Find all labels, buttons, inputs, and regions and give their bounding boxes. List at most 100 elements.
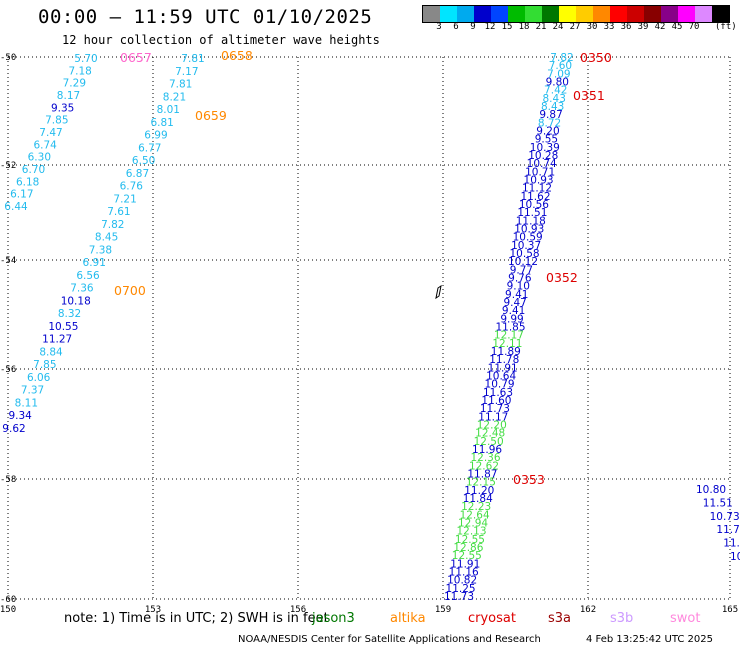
- satellite-legend-jason3: jason3: [312, 611, 355, 626]
- latitude-label: -52: [0, 161, 16, 171]
- color-scale-tick: 42: [654, 22, 666, 32]
- pass-time-label: 0657: [120, 50, 152, 65]
- wave-height-value: 7.82: [101, 219, 124, 231]
- wave-height-value: 10.39: [530, 142, 560, 154]
- wave-height-value: 11.91: [450, 558, 480, 570]
- wave-height-value: 6.87: [126, 168, 149, 180]
- longitude-label: 159: [435, 605, 451, 615]
- wave-height-value: 7.61: [107, 206, 130, 218]
- wave-height-value: 10.12: [508, 256, 538, 268]
- wave-height-value: 11.51: [517, 207, 547, 219]
- longitude-label: 156: [290, 605, 306, 615]
- altimeter-observations: 5.707.187.298.179.357.857.476.746.306.70…: [2, 52, 740, 603]
- color-scale-tick: 27: [569, 22, 581, 32]
- wave-height-value: 8.21: [163, 91, 186, 103]
- wave-height-value: 12.50: [474, 436, 504, 448]
- wave-height-value: 12.13: [456, 526, 486, 538]
- wave-height-value: 9.20: [536, 126, 559, 138]
- color-scale-bar: [422, 5, 730, 23]
- wave-height-value: 11.20: [464, 485, 494, 497]
- color-swatch: [695, 6, 712, 22]
- wave-height-value: 11.27: [42, 334, 72, 346]
- wave-height-value: 9.62: [2, 423, 25, 435]
- wave-height-value: 7.38: [89, 244, 112, 256]
- wave-height-value: 12.55: [455, 534, 485, 546]
- wave-height-value: 12.64: [460, 509, 490, 521]
- color-swatch: [440, 6, 457, 22]
- wave-height-value: 8.43: [543, 93, 566, 105]
- latitude-label: -50: [0, 53, 16, 63]
- latitude-label: -54: [0, 256, 16, 266]
- wave-height-value: 8.32: [58, 308, 81, 320]
- wave-height-value: 10.71: [525, 166, 555, 178]
- color-scale-tick: 12: [484, 22, 496, 32]
- satellite-legend-cryosat: cryosat: [468, 611, 516, 626]
- wave-height-value: 9.47: [503, 297, 526, 309]
- wave-height-value: 9.87: [539, 109, 562, 121]
- wave-height-value: 8.17: [57, 90, 80, 102]
- wave-height-value: 7.21: [113, 193, 136, 205]
- wave-height-value: 8.45: [95, 232, 118, 244]
- color-scale-tick: 36: [620, 22, 632, 32]
- wave-height-value: 10.37: [511, 240, 541, 252]
- wave-height-value: 10.59: [513, 232, 543, 244]
- wave-height-value: 6.06: [27, 372, 51, 384]
- wave-height-value: 10.58: [510, 248, 540, 260]
- wave-height-value: 6.81: [150, 117, 173, 129]
- wave-height-value: 11.62: [520, 191, 550, 203]
- wave-height-value: 6.70: [22, 164, 45, 176]
- wave-height-value: 7.29: [63, 78, 86, 90]
- color-swatch: [559, 6, 576, 22]
- wave-height-value: 11.89: [491, 346, 521, 358]
- wave-height-value: 11.91: [488, 362, 518, 374]
- wave-height-value: 9.80: [546, 77, 569, 89]
- page-subtitle: 12 hour collection of altimeter wave hei…: [62, 33, 380, 47]
- wave-height-value: 11.84: [463, 493, 493, 505]
- wave-height-value: 9.55: [535, 134, 558, 146]
- wave-height-value: 10.93: [524, 175, 554, 187]
- color-scale-tick: 70: [688, 22, 700, 32]
- color-scale-labels: 3 6 9 12 15 18 21 24 27 30 33 36 39 42 45 70: [422, 22, 728, 34]
- satellite-legend-altika: altika: [390, 611, 426, 626]
- pass-time-label: 0353: [513, 472, 545, 487]
- wave-height-value: 7.85: [45, 115, 68, 127]
- wave-height-value: 9.76: [508, 273, 532, 285]
- wave-height-value: 10.80: [696, 484, 726, 496]
- wave-height-value: 11.63: [483, 387, 513, 399]
- wave-height-value: 10.73: [710, 511, 740, 523]
- latitude-label: -56: [0, 365, 16, 375]
- color-swatch: [627, 6, 644, 22]
- wave-height-value: 7.37: [21, 385, 44, 397]
- wave-height-value: 10.55: [48, 321, 78, 333]
- wave-height-value: 11.: [723, 538, 740, 550]
- longitude-label: 162: [580, 605, 596, 615]
- color-scale-tick: 39: [637, 22, 649, 32]
- satellite-legend-s3a: s3a: [548, 611, 572, 626]
- wave-height-value: 12.17: [494, 330, 524, 342]
- wave-height-value: 11.60: [481, 395, 511, 407]
- pass-time-label: 0700: [114, 283, 146, 298]
- color-swatch: [457, 6, 474, 22]
- wave-height-value: 8.72: [538, 117, 561, 129]
- wave-height-value: 7.36: [70, 283, 94, 295]
- color-swatch: [644, 6, 661, 22]
- wave-height-value: 9.34: [8, 410, 32, 422]
- wave-height-value: 9.10: [507, 281, 530, 293]
- wave-height-value: 7.47: [39, 127, 62, 139]
- wave-height-value: 11.78: [489, 354, 519, 366]
- wave-height-value: 8.11: [15, 397, 38, 409]
- island-mark: [435, 284, 442, 300]
- pass-time-label: 0658: [221, 48, 253, 63]
- wave-height-value: 12.62: [469, 460, 499, 472]
- wave-height-value: 6.99: [144, 130, 167, 142]
- wave-height-value: 12.20: [477, 420, 507, 432]
- color-scale-tick: 33: [603, 22, 615, 32]
- wave-height-value: 12.86: [453, 542, 483, 554]
- color-scale-tick: 45: [671, 22, 683, 32]
- wave-height-value: 7.17: [175, 66, 198, 78]
- credit-line: NOAA/NESDIS Center for Satellite Applica…: [238, 634, 541, 645]
- wave-height-value: 11.51: [703, 497, 733, 509]
- satellite-legend-swot: swot: [670, 611, 701, 626]
- color-scale-unit: (ft): [715, 22, 737, 32]
- pass-time-label: 0350: [580, 50, 612, 65]
